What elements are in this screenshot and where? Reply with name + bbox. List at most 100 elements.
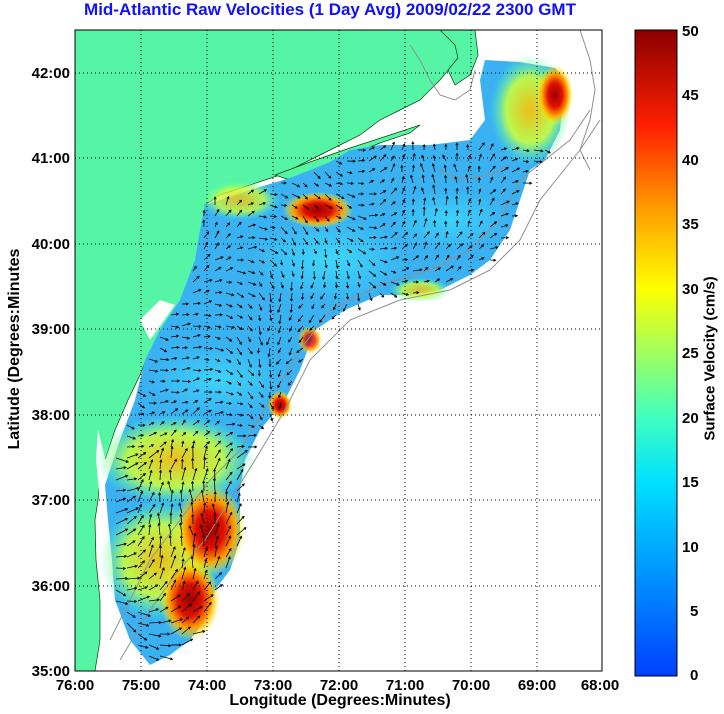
velocity-arrow xyxy=(368,259,376,267)
velocity-arrow xyxy=(390,212,398,217)
x-tick-label: 68:00 xyxy=(581,677,619,694)
field-patch xyxy=(390,190,510,250)
velocity-arrow xyxy=(390,187,398,195)
velocity-arrow xyxy=(203,231,210,239)
velocity-arrow xyxy=(115,508,129,514)
x-tick-label: 74:00 xyxy=(188,677,226,694)
velocity-arrow xyxy=(192,265,197,272)
velocity-arrow xyxy=(291,259,295,267)
y-tick-label: 40:00 xyxy=(32,236,70,253)
velocity-arrow xyxy=(280,237,287,243)
velocity-arrow xyxy=(291,237,296,246)
velocity-arrow xyxy=(159,368,169,372)
velocity-arrow xyxy=(289,292,294,302)
velocity-arrow xyxy=(115,589,127,597)
velocity-arrow xyxy=(522,169,529,173)
velocity-arrow xyxy=(214,256,224,261)
velocity-arrow xyxy=(181,603,193,613)
velocity-arrow xyxy=(214,242,219,250)
velocity-arrow xyxy=(191,457,195,470)
velocity-arrow xyxy=(159,644,172,648)
velocity-arrow xyxy=(203,253,211,261)
velocity-arrow xyxy=(181,546,186,558)
velocity-arrow xyxy=(477,165,481,173)
velocity-arrow xyxy=(444,187,448,195)
velocity-arrow xyxy=(159,619,172,624)
velocity-arrow xyxy=(379,167,388,173)
velocity-arrow xyxy=(522,159,530,164)
velocity-arrow xyxy=(214,411,224,415)
velocity-arrow xyxy=(214,208,220,217)
velocity-arrow xyxy=(148,411,156,415)
velocity-arrow xyxy=(456,254,461,261)
colorbar-tick-label: 15 xyxy=(682,474,699,491)
velocity-arrow xyxy=(170,546,176,558)
velocity-arrow xyxy=(236,515,245,525)
velocity-arrow xyxy=(357,303,361,311)
velocity-arrow xyxy=(500,200,510,206)
velocity-arrow xyxy=(126,599,138,603)
velocity-arrow xyxy=(444,174,448,184)
velocity-arrow xyxy=(423,197,427,206)
velocity-arrow xyxy=(291,193,301,199)
velocity-arrow xyxy=(159,554,164,569)
velocity-arrow xyxy=(225,336,233,342)
velocity-arrow xyxy=(489,246,499,250)
velocity-arrow xyxy=(291,248,295,256)
velocity-arrow xyxy=(445,278,454,283)
velocity-arrow xyxy=(148,432,158,437)
velocity-arrow xyxy=(202,533,206,547)
velocity-arrow xyxy=(346,215,356,221)
velocity-arrow xyxy=(269,281,275,290)
velocity-arrow xyxy=(225,380,232,385)
velocity-arrow xyxy=(379,145,387,151)
velocity-arrow xyxy=(225,525,231,536)
velocity-arrow xyxy=(286,369,293,376)
velocity-arrow xyxy=(300,281,304,290)
velocity-arrow xyxy=(478,231,486,239)
velocity-arrow xyxy=(280,181,287,185)
velocity-arrow xyxy=(214,523,220,536)
velocity-arrow xyxy=(401,258,409,262)
velocity-arrow xyxy=(258,226,268,231)
velocity-arrow xyxy=(236,358,241,366)
velocity-arrow xyxy=(148,391,156,396)
velocity-arrow xyxy=(214,584,224,591)
velocity-arrow xyxy=(179,534,184,547)
velocity-arrow xyxy=(335,182,344,186)
velocity-arrow xyxy=(159,336,169,341)
velocity-arrow xyxy=(159,400,169,404)
velocity-arrow xyxy=(379,235,388,239)
velocity-arrow xyxy=(401,186,405,195)
velocity-arrow xyxy=(247,245,258,250)
velocity-arrow xyxy=(159,606,169,613)
velocity-arrow xyxy=(137,595,150,602)
velocity-arrow xyxy=(225,432,234,437)
velocity-arrow xyxy=(368,202,375,206)
velocity-arrow xyxy=(444,220,448,228)
velocity-arrow xyxy=(311,303,315,310)
velocity-arrow xyxy=(236,199,243,206)
velocity-arrow xyxy=(269,214,278,218)
velocity-arrow xyxy=(313,171,321,180)
velocity-arrow xyxy=(500,224,509,228)
velocity-arrow xyxy=(455,152,459,162)
velocity-arrow xyxy=(401,267,410,272)
velocity-arrow xyxy=(511,214,519,218)
velocity-arrow xyxy=(126,515,137,525)
velocity-arrow xyxy=(247,189,255,195)
velocity-arrow xyxy=(401,198,406,206)
velocity-arrow xyxy=(126,462,139,470)
velocity-arrow xyxy=(445,230,449,239)
velocity-arrow xyxy=(466,186,470,195)
velocity-arrow xyxy=(455,142,459,151)
velocity-arrow xyxy=(137,452,147,459)
velocity-arrow xyxy=(324,215,330,222)
velocity-arrow xyxy=(300,292,305,301)
colorbar-tick-label: 40 xyxy=(682,152,699,169)
velocity-arrow xyxy=(285,358,293,365)
velocity-arrow xyxy=(324,248,328,259)
velocity-arrow xyxy=(467,165,471,173)
velocity-arrow xyxy=(137,391,147,397)
velocity-arrow xyxy=(267,347,271,358)
